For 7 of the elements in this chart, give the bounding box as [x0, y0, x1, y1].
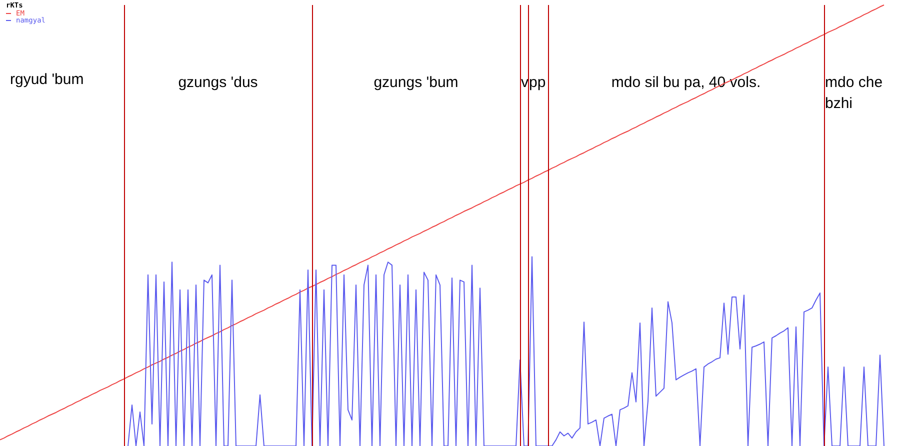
- annotation: gzungs 'dus: [178, 74, 258, 91]
- annotation: gzungs 'bum: [374, 74, 458, 91]
- annotation: pp: [529, 74, 546, 91]
- annotation: v: [521, 74, 529, 91]
- annotation: mdo sil bu pa, 40 vols.: [611, 74, 761, 91]
- annotation: rgyud 'bum: [10, 71, 84, 88]
- annotation: mdo che bzhi: [825, 74, 887, 112]
